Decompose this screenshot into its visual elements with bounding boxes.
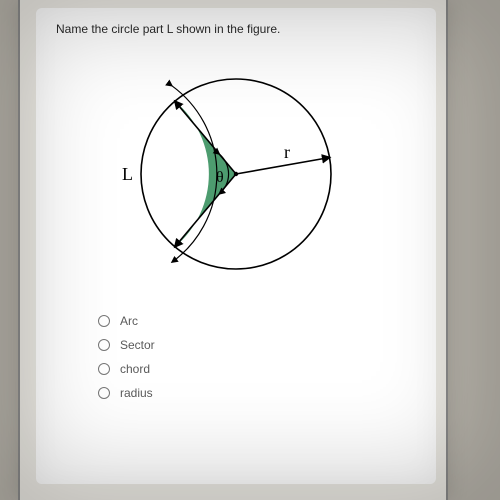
svg-text:θ: θ — [216, 169, 224, 186]
option-label: radius — [120, 386, 153, 400]
radio-icon — [98, 363, 110, 375]
option-sector[interactable]: Sector — [98, 338, 416, 352]
circle-figure: Lr θ — [116, 54, 356, 294]
option-label: chord — [120, 362, 150, 376]
svg-text:L: L — [122, 164, 133, 184]
option-radius[interactable]: radius — [98, 386, 416, 400]
radio-icon — [98, 339, 110, 351]
options-group: Arc Sector chord radius — [98, 314, 416, 400]
question-text: Name the circle part L shown in the figu… — [56, 22, 416, 36]
option-chord[interactable]: chord — [98, 362, 416, 376]
option-arc[interactable]: Arc — [98, 314, 416, 328]
worksheet-screen: Name the circle part L shown in the figu… — [36, 8, 436, 484]
option-label: Arc — [120, 314, 138, 328]
svg-text:r: r — [284, 142, 290, 162]
radio-icon — [98, 315, 110, 327]
option-label: Sector — [120, 338, 155, 352]
radio-icon — [98, 387, 110, 399]
